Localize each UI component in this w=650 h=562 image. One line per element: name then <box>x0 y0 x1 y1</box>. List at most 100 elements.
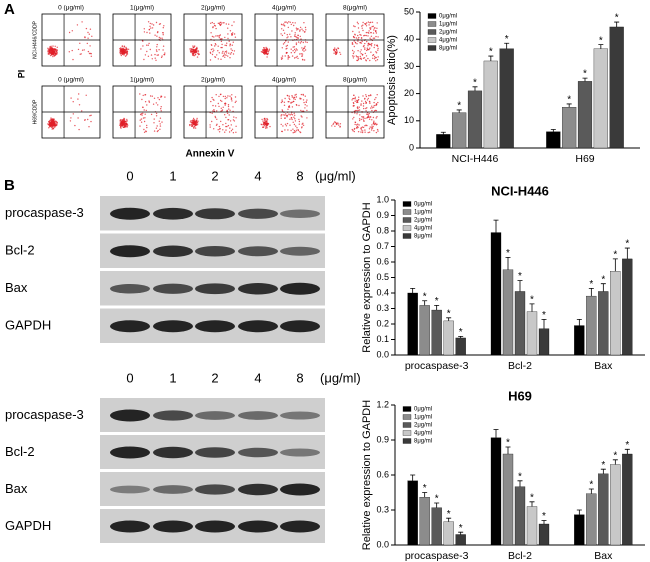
event-dot <box>230 52 233 54</box>
event-dot <box>286 37 288 39</box>
event-dot <box>303 59 306 61</box>
event-dot <box>218 95 220 98</box>
event-dot <box>161 121 163 123</box>
bar <box>593 48 608 149</box>
significance-star: * <box>542 310 546 321</box>
event-dot <box>193 54 195 56</box>
event-dot <box>295 42 298 44</box>
event-dot <box>126 120 128 122</box>
event-dot <box>224 131 226 133</box>
legend-label: 0μg/ml <box>414 407 432 413</box>
event-dot <box>196 119 198 121</box>
protein-label: Bcl-2 <box>5 444 35 459</box>
legend-swatch <box>402 430 412 436</box>
event-dot <box>143 109 145 111</box>
event-dot <box>365 110 367 112</box>
event-dot <box>83 49 85 51</box>
event-dot <box>142 94 144 97</box>
event-dot <box>295 131 297 133</box>
event-dot <box>121 45 124 47</box>
event-dot <box>49 49 52 51</box>
bar <box>586 493 597 546</box>
event-dot <box>194 53 197 55</box>
protein-band <box>153 485 193 494</box>
event-dot <box>281 110 284 112</box>
legend-swatch <box>402 414 412 420</box>
event-dot <box>88 33 91 35</box>
event-dot <box>292 128 294 130</box>
event-dot <box>302 110 304 112</box>
dose-label: 1 <box>169 370 176 385</box>
bar <box>419 497 430 546</box>
event-dot <box>371 107 373 109</box>
event-dot <box>122 52 125 54</box>
event-dot <box>372 32 375 34</box>
event-dot <box>351 99 353 101</box>
event-dot <box>281 47 283 49</box>
event-dot <box>373 101 375 104</box>
event-dot <box>365 94 367 96</box>
event-dot <box>299 53 301 55</box>
event-dot <box>121 53 124 56</box>
event-dot <box>359 51 361 53</box>
event-dot <box>283 101 286 104</box>
event-dot <box>288 105 291 107</box>
event-dot <box>281 57 284 59</box>
event-dot <box>299 30 301 32</box>
legend-label: 0μg/ml <box>439 14 457 20</box>
event-dot <box>291 96 294 98</box>
event-dot <box>368 32 370 34</box>
event-dot <box>365 49 368 52</box>
event-dot <box>303 50 305 52</box>
event-dot <box>287 129 289 131</box>
significance-star: * <box>506 438 510 449</box>
bar <box>622 258 633 356</box>
event-dot <box>355 37 358 39</box>
error-bar <box>493 219 499 233</box>
event-dot <box>262 126 265 128</box>
event-dot <box>47 53 50 55</box>
event-dot <box>153 118 155 120</box>
event-dot <box>368 128 371 130</box>
event-dot <box>266 56 268 58</box>
bar <box>499 48 514 149</box>
event-dot <box>226 97 228 99</box>
event-dot <box>225 103 227 105</box>
event-dot <box>299 35 301 38</box>
event-dot <box>224 36 226 39</box>
event-dot <box>376 44 378 47</box>
event-dot <box>225 129 227 131</box>
event-dot <box>291 106 294 108</box>
event-dot <box>364 47 366 49</box>
event-dot <box>232 32 234 34</box>
event-dot <box>374 98 376 101</box>
event-dot <box>301 47 303 49</box>
error-bar <box>588 488 594 494</box>
event-dot <box>302 30 304 32</box>
event-dot <box>146 126 148 129</box>
event-dot <box>306 99 308 101</box>
event-dot <box>284 97 286 100</box>
event-dot <box>158 98 161 101</box>
event-dot <box>295 96 298 98</box>
event-dot <box>304 49 307 51</box>
event-dot <box>53 122 55 125</box>
event-dot <box>197 120 199 122</box>
legend-label: 1μg/ml <box>414 210 432 216</box>
event-dot <box>150 54 153 56</box>
event-dot <box>222 124 224 126</box>
event-dot <box>280 101 283 104</box>
event-dot <box>372 116 375 119</box>
event-dot <box>351 55 354 57</box>
event-dot <box>190 50 193 52</box>
event-dot <box>212 48 214 50</box>
event-dot <box>229 57 231 59</box>
event-dot <box>369 102 371 105</box>
event-dot <box>297 41 300 43</box>
event-dot <box>218 131 221 133</box>
event-dot <box>74 124 76 127</box>
event-dot <box>140 113 143 115</box>
event-dot <box>336 49 338 52</box>
event-dot <box>366 107 368 109</box>
event-dot <box>304 95 306 97</box>
